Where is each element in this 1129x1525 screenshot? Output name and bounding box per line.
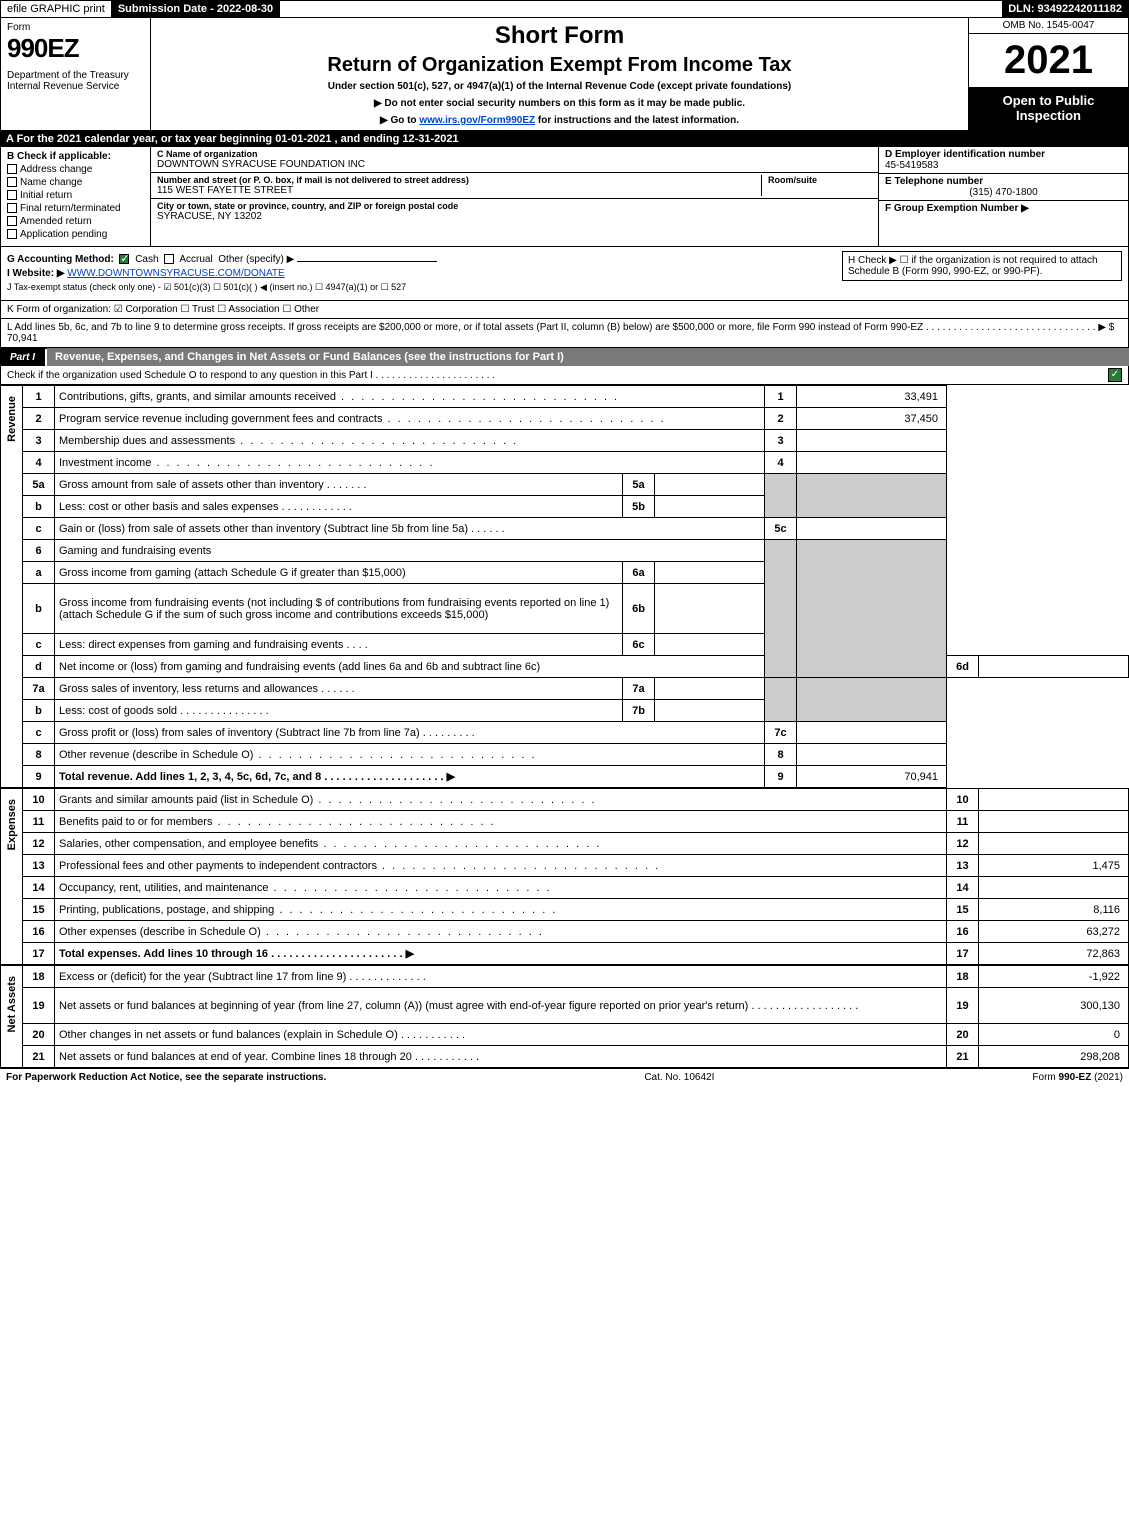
revenue-section: Revenue 1Contributions, gifts, grants, a… — [0, 385, 1129, 788]
b-opt-address[interactable]: Address change — [7, 164, 144, 175]
part1-header-wrap: Part I Revenue, Expenses, and Changes in… — [0, 348, 1129, 366]
open-public: Open to Public Inspection — [969, 87, 1128, 130]
short-form-title: Short Form — [161, 22, 958, 50]
part1-header: Part I Revenue, Expenses, and Changes in… — [0, 348, 1129, 366]
footer-form: Form 990-EZ (2021) — [1032, 1072, 1123, 1083]
c-street-label: Number and street (or P. O. box, if mail… — [157, 175, 755, 185]
part1-title: Revenue, Expenses, and Changes in Net As… — [47, 348, 1129, 366]
net-assets-vlabel: Net Assets — [0, 965, 22, 1068]
dln: DLN: 93492242011182 — [1002, 1, 1128, 17]
col-c: C Name of organization DOWNTOWN SYRACUSE… — [151, 147, 878, 246]
section-g-h-i-j: H Check ▶ ☐ if the organization is not r… — [0, 247, 1129, 301]
b-opt-initial[interactable]: Initial return — [7, 190, 144, 201]
c-name-label: C Name of organization — [157, 149, 872, 159]
part1-check-icon: ✓ — [1108, 368, 1122, 382]
form-header: Form 990EZ Department of the Treasury In… — [0, 18, 1129, 131]
dept-label: Department of the Treasury Internal Reve… — [7, 70, 144, 92]
org-street: 115 WEST FAYETTE STREET — [157, 185, 755, 196]
org-city: SYRACUSE, NY 13202 — [157, 211, 872, 222]
return-title: Return of Organization Exempt From Incom… — [161, 54, 958, 77]
k-form-of-org: K Form of organization: ☑ Corporation ☐ … — [0, 301, 1129, 319]
g-cash-check[interactable] — [119, 254, 129, 264]
e-label: E Telephone number — [885, 176, 1122, 187]
b-title: B Check if applicable: — [7, 151, 144, 162]
top-bar: efile GRAPHIC print Submission Date - 20… — [0, 0, 1129, 18]
form-number: 990EZ — [7, 33, 144, 64]
ein: 45-5419583 — [885, 160, 1122, 171]
omb-number: OMB No. 1545-0047 — [969, 18, 1128, 34]
submission-date: Submission Date - 2022-08-30 — [112, 1, 280, 17]
j-tax-exempt: J Tax-exempt status (check only one) - ☑… — [7, 282, 1122, 293]
part1-tab: Part I — [0, 349, 47, 366]
revenue-vlabel: Revenue — [0, 385, 22, 788]
f-label: F Group Exemption Number ▶ — [885, 203, 1029, 214]
h-check: H Check ▶ ☐ if the organization is not r… — [842, 251, 1122, 281]
instr-2-pre: ▶ Go to — [380, 115, 419, 126]
phone: (315) 470-1800 — [885, 187, 1122, 198]
irs-link[interactable]: www.irs.gov/Form990EZ — [419, 115, 535, 126]
efile-label[interactable]: efile GRAPHIC print — [1, 1, 112, 17]
website-link[interactable]: WWW.DOWNTOWNSYRACUSE.COM/DONATE — [67, 268, 284, 279]
b-opt-name[interactable]: Name change — [7, 177, 144, 188]
c-city-label: City or town, state or province, country… — [157, 201, 872, 211]
g-accrual-check[interactable] — [164, 254, 174, 264]
instr-1: ▶ Do not enter social security numbers o… — [161, 98, 958, 109]
org-name: DOWNTOWN SYRACUSE FOUNDATION INC — [157, 159, 872, 170]
l-gross-receipts: L Add lines 5b, 6c, and 7b to line 9 to … — [0, 319, 1129, 348]
col-d-e-f: D Employer identification number 45-5419… — [878, 147, 1128, 246]
d-label: D Employer identification number — [885, 149, 1122, 160]
footer-left: For Paperwork Reduction Act Notice, see … — [6, 1072, 326, 1083]
header-right: OMB No. 1545-0047 2021 Open to Public In… — [968, 18, 1128, 130]
expenses-section: Expenses 10Grants and similar amounts pa… — [0, 788, 1129, 965]
header-left: Form 990EZ Department of the Treasury In… — [1, 18, 151, 130]
tax-year: 2021 — [969, 34, 1128, 87]
row-a-period: A For the 2021 calendar year, or tax yea… — [0, 131, 1129, 147]
col-b: B Check if applicable: Address change Na… — [1, 147, 151, 246]
b-opt-pending[interactable]: Application pending — [7, 229, 144, 240]
page-footer: For Paperwork Reduction Act Notice, see … — [0, 1068, 1129, 1086]
part1-check-line: Check if the organization used Schedule … — [0, 366, 1129, 385]
room-label: Room/suite — [768, 175, 872, 185]
b-opt-amended[interactable]: Amended return — [7, 216, 144, 227]
form-word: Form — [7, 22, 144, 33]
expenses-vlabel: Expenses — [0, 788, 22, 965]
section-b-c-d-e-f: B Check if applicable: Address change Na… — [0, 147, 1129, 247]
subtitle: Under section 501(c), 527, or 4947(a)(1)… — [161, 81, 958, 92]
net-assets-section: Net Assets 18Excess or (deficit) for the… — [0, 965, 1129, 1068]
footer-cat: Cat. No. 10642I — [326, 1072, 1032, 1083]
b-opt-final[interactable]: Final return/terminated — [7, 203, 144, 214]
instr-2: ▶ Go to www.irs.gov/Form990EZ for instru… — [161, 115, 958, 126]
instr-2-post: for instructions and the latest informat… — [535, 115, 739, 126]
header-mid: Short Form Return of Organization Exempt… — [151, 18, 968, 130]
